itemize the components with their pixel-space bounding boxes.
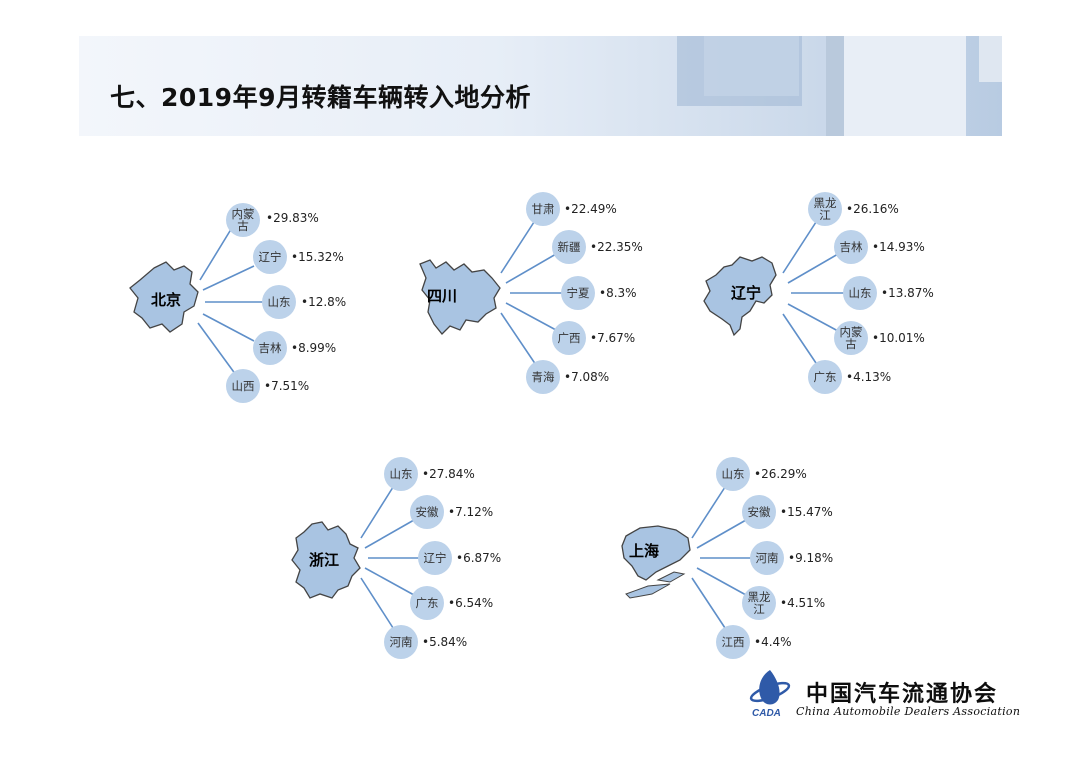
target-percent: •26.29% — [754, 467, 807, 481]
target-bubble: 黑龙江 — [808, 192, 842, 226]
target-bubble: 安徽 — [410, 495, 444, 529]
target-percent: •14.93% — [872, 240, 925, 254]
target-bubble: 山西 — [226, 369, 260, 403]
target-percent: •8.3% — [599, 286, 637, 300]
target-percent: •13.87% — [881, 286, 934, 300]
target-bubble: 广西 — [552, 321, 586, 355]
target-bubble: 内蒙古 — [226, 203, 260, 237]
target-percent: •15.32% — [291, 250, 344, 264]
association-name-en: China Automobile Dealers Association — [796, 705, 1021, 718]
target-bubble: 广东 — [808, 360, 842, 394]
page-title: 七、2019年9月转籍车辆转入地分析 — [110, 83, 531, 112]
target-bubble: 内蒙古 — [834, 321, 868, 355]
shanghai-map — [621, 525, 691, 599]
decorative-cubes — [677, 36, 1002, 136]
sichuan-map — [419, 259, 501, 335]
target-bubble: 河南 — [384, 625, 418, 659]
target-percent: •12.8% — [301, 295, 347, 309]
target-bubble: 安徽 — [742, 495, 776, 529]
target-percent: •10.01% — [872, 331, 925, 345]
map-label-beijing: 北京 — [151, 291, 182, 309]
map-label-shanghai: 上海 — [629, 542, 660, 560]
svg-text:CADA: CADA — [752, 708, 781, 718]
map-label-zhejiang: 浙江 — [309, 551, 340, 569]
map-label-sichuan: 四川 — [427, 287, 458, 305]
target-bubble: 黑龙江 — [742, 586, 776, 620]
target-percent: •4.13% — [846, 370, 892, 384]
target-bubble: 辽宁 — [253, 240, 287, 274]
target-bubble: 广东 — [410, 586, 444, 620]
target-percent: •7.12% — [448, 505, 494, 519]
target-bubble: 山东 — [716, 457, 750, 491]
target-bubble: 宁夏 — [561, 276, 595, 310]
target-percent: •15.47% — [780, 505, 833, 519]
target-percent: •7.67% — [590, 331, 636, 345]
target-bubble: 甘肃 — [526, 192, 560, 226]
zhejiang-map — [291, 521, 361, 599]
target-percent: •6.87% — [456, 551, 502, 565]
target-percent: •5.84% — [422, 635, 468, 649]
target-bubble: 青海 — [526, 360, 560, 394]
target-percent: •22.49% — [564, 202, 617, 216]
target-bubble: 河南 — [750, 541, 784, 575]
target-bubble: 江西 — [716, 625, 750, 659]
target-bubble: 吉林 — [253, 331, 287, 365]
target-percent: •4.51% — [780, 596, 826, 610]
target-bubble: 辽宁 — [418, 541, 452, 575]
beijing-map — [129, 261, 199, 333]
target-percent: •27.84% — [422, 467, 475, 481]
target-percent: •6.54% — [448, 596, 494, 610]
liaoning-map — [703, 256, 777, 337]
target-percent: •29.83% — [266, 211, 319, 225]
target-percent: •4.4% — [754, 635, 792, 649]
target-percent: •26.16% — [846, 202, 899, 216]
cada-logo-icon: CADA — [749, 670, 791, 718]
map-label-liaoning: 辽宁 — [731, 284, 762, 302]
target-bubble: 山东 — [384, 457, 418, 491]
target-percent: •9.18% — [788, 551, 834, 565]
header-banner — [79, 36, 1002, 136]
target-percent: •7.08% — [564, 370, 610, 384]
target-percent: •7.51% — [264, 379, 310, 393]
target-bubble: 吉林 — [834, 230, 868, 264]
target-bubble: 山东 — [843, 276, 877, 310]
target-percent: •22.35% — [590, 240, 643, 254]
association-name-cn: 中国汽车流通协会 — [806, 681, 999, 707]
target-bubble: 新疆 — [552, 230, 586, 264]
target-percent: •8.99% — [291, 341, 337, 355]
target-bubble: 山东 — [262, 285, 296, 319]
